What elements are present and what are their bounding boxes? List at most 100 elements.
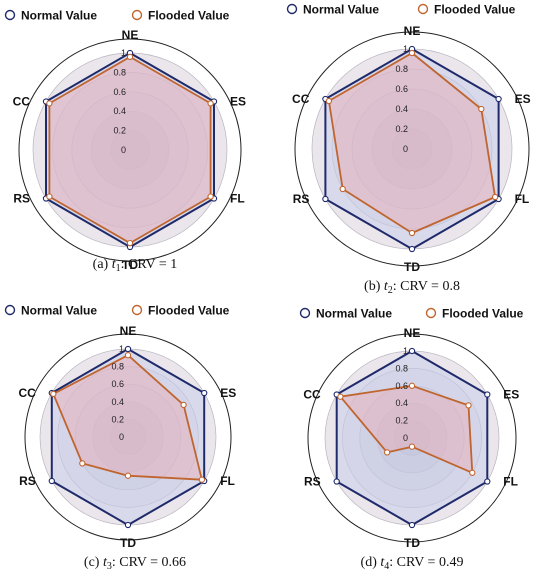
tick-label-2: 0.4 [111, 397, 124, 407]
data-point-1-rs [48, 477, 55, 485]
caption-letter: (d) [361, 555, 381, 570]
axis-label-td: TD [120, 536, 136, 550]
axis-label-cc: CC [13, 95, 31, 109]
tick-label-1: 0.2 [395, 124, 408, 134]
data-point-2-td [408, 443, 416, 450]
axis-label-rs: RS [293, 192, 310, 206]
tick-label-1: 0.2 [113, 126, 126, 136]
tick-label-3: 0.6 [113, 87, 126, 97]
data-point-1-fl [484, 478, 491, 485]
data-point-2-td [124, 472, 132, 479]
legend-label-1: Normal Value [303, 3, 379, 17]
tick-label-5: 1 [121, 48, 126, 58]
data-point-2-rs [46, 193, 53, 200]
legend-label-2: Flooded Value [148, 9, 230, 23]
axis-label-cc: CC [18, 386, 36, 400]
tick-label-3: 0.6 [395, 84, 408, 94]
panel-caption: (c) t3: CRV = 0.66 [84, 555, 186, 572]
data-point-2-ne [126, 53, 134, 61]
tick-label-3: 0.6 [395, 381, 408, 391]
caption-symbol: t [103, 555, 108, 570]
tick-label-2: 0.4 [113, 106, 126, 116]
legend-marker-2 [131, 304, 143, 316]
axis-label-es: ES [515, 92, 531, 106]
caption-symbol: t [384, 279, 389, 294]
data-point-2-td [126, 239, 134, 247]
legend-marker-2 [131, 9, 143, 21]
radar-panel-3: Normal Value Flooded Value 0 0.2 0.4 0.6 0.8 1 N… [4, 304, 236, 572]
data-point-1-es [495, 95, 502, 103]
data-point-1-es [201, 389, 208, 397]
axis-label-fl: FL [230, 192, 245, 206]
legend-label-2: Flooded Value [434, 3, 516, 17]
data-point-2-es [180, 401, 187, 409]
tick-label-5: 1 [403, 346, 408, 356]
axis-label-ne: NE [404, 24, 421, 38]
data-point-2-es [207, 100, 214, 107]
tick-label-4: 0.8 [395, 363, 408, 373]
data-point-2-fl [198, 476, 206, 483]
axis-label-es: ES [503, 388, 519, 402]
caption-rest: : CRV = 0.8 [393, 279, 460, 294]
legend-label-2: Flooded Value [442, 307, 524, 321]
tick-label-0: 0 [403, 433, 408, 443]
axis-label-fl: FL [503, 475, 518, 489]
legend-marker-1 [286, 3, 298, 15]
caption-subscript: 4 [384, 561, 389, 572]
legend-marker-1 [4, 304, 16, 316]
data-point-2-rs [339, 185, 346, 193]
data-point-2-cc [325, 97, 333, 105]
axis-label-cc: CC [303, 388, 321, 402]
caption-letter: (b) [364, 279, 384, 294]
legend: Normal Value Flooded Value [286, 3, 516, 17]
axis-label-ne: NE [122, 28, 139, 42]
legend-marker-2 [425, 307, 437, 319]
axis-label-es: ES [220, 386, 236, 400]
caption-subscript: 2 [388, 285, 393, 296]
axis-label-es: ES [230, 95, 246, 109]
legend-marker-1 [4, 9, 16, 21]
data-point-2-ne [408, 382, 416, 389]
data-point-2-rs [383, 449, 391, 456]
tick-label-4: 0.8 [113, 67, 126, 77]
caption-subscript: 3 [107, 561, 112, 572]
axis-label-rs: RS [13, 192, 30, 206]
legend-label-1: Normal Value [316, 307, 392, 321]
axis-label-fl: FL [515, 192, 530, 206]
radar-panel-1: Normal Value Flooded Value 0 0.2 0.4 0.6 0.8 1 N… [4, 9, 246, 274]
data-point-1-rs [322, 195, 329, 203]
data-point-1-ne [124, 345, 132, 353]
legend: Normal Value Flooded Value [4, 9, 230, 23]
panel-caption: (a) t1: CRV = 1 [93, 257, 178, 274]
axis-label-ne: NE [120, 324, 137, 338]
tick-label-1: 0.2 [111, 414, 124, 424]
tick-label-2: 0.4 [395, 398, 408, 408]
panel-caption: (d) t4: CRV = 0.49 [361, 555, 464, 572]
caption-rest: : CRV = 0.49 [389, 555, 463, 570]
data-point-2-cc [337, 393, 344, 400]
data-point-2-fl [207, 193, 214, 200]
radar-panel-2: Normal Value Flooded Value 0 0.2 0.4 0.6 0.8 1 N… [286, 3, 531, 296]
axis-label-rs: RS [19, 474, 36, 488]
axis-label-rs: RS [304, 475, 321, 489]
legend: Normal Value Flooded Value [4, 304, 230, 318]
legend-label-1: Normal Value [21, 304, 97, 318]
data-point-1-td [408, 521, 416, 529]
legend: Normal Value Flooded Value [299, 307, 524, 321]
tick-label-0: 0 [119, 432, 124, 442]
data-point-2-es [465, 402, 472, 409]
tick-label-0: 0 [403, 144, 408, 154]
data-point-2-rs [79, 460, 86, 467]
radar-panel-4: Normal Value Flooded Value 0 0.2 0.4 0.6 0.8 1 N… [299, 307, 524, 572]
data-point-1-es [484, 391, 491, 398]
caption-rest: : CRV = 0.66 [112, 555, 186, 570]
data-point-1-td [124, 521, 132, 529]
tick-label-4: 0.8 [111, 362, 124, 372]
axis-label-fl: FL [220, 474, 235, 488]
data-point-2-fl [469, 469, 476, 476]
legend-label-1: Normal Value [21, 9, 97, 23]
legend-marker-1 [299, 307, 311, 319]
caption-subscript: 1 [116, 263, 121, 274]
axis-label-td: TD [404, 260, 420, 274]
